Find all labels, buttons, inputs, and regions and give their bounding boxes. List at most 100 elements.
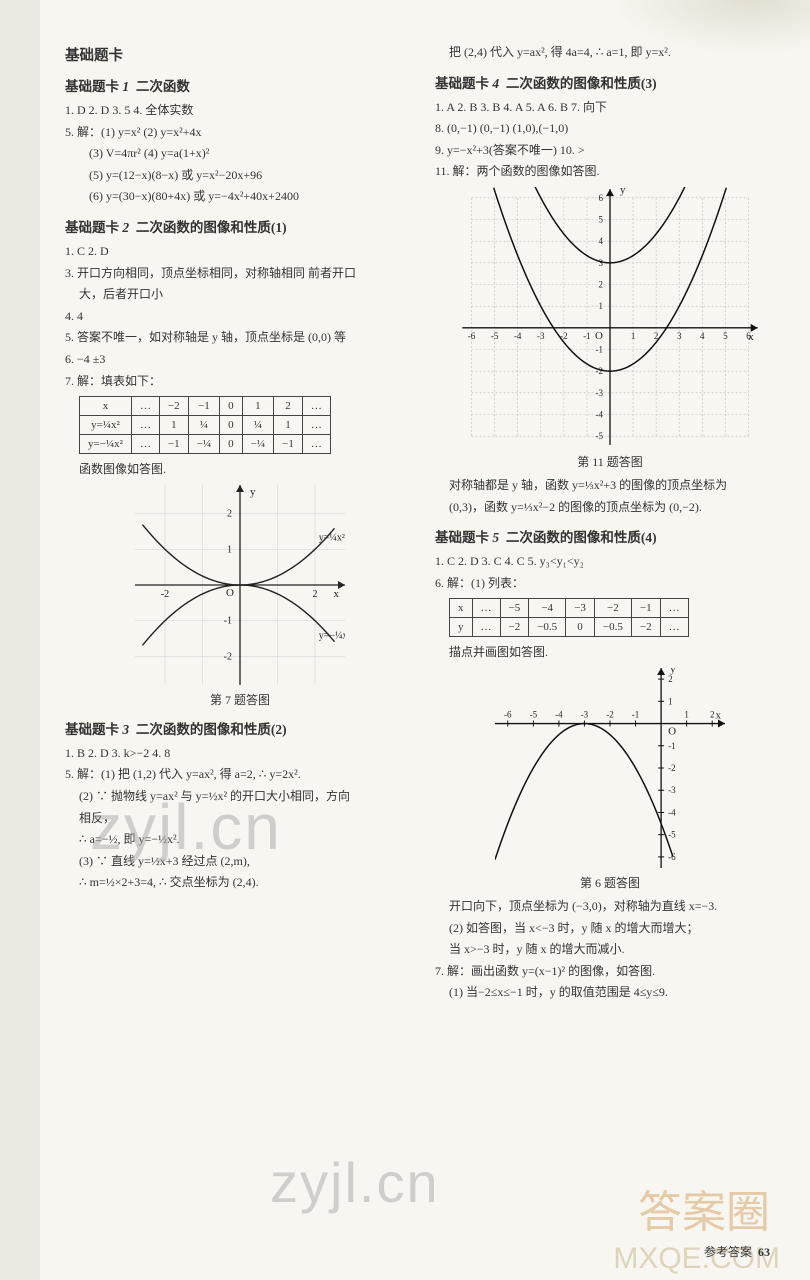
c2-table: x … −2 −1 0 1 2 … y=¼x² … 1 ¼ 0 ¼ 1 … y=…: [79, 396, 331, 454]
td: 0: [220, 435, 243, 454]
section-heading: 基础题卡: [65, 44, 415, 65]
c5-after: 描点并画图如答图.: [435, 643, 785, 662]
c3-num: 3: [122, 722, 129, 737]
chart6: xyO-6-5-4-3-2-112-6-5-4-3-2-112: [495, 668, 725, 868]
c2-l3a: 3. 开口方向相同，顶点坐标相同，对称轴相同 前者开口: [65, 264, 415, 283]
td: −5: [500, 599, 529, 618]
svg-text:-2: -2: [668, 763, 676, 773]
svg-text:-4: -4: [668, 807, 676, 817]
svg-text:-2: -2: [161, 589, 169, 600]
stamp: 答案圈: [638, 1176, 770, 1240]
svg-text:-2: -2: [224, 651, 232, 662]
svg-text:y=¼x²: y=¼x²: [319, 532, 345, 543]
c3-name: 二次函数的图像和性质(2): [136, 722, 287, 737]
svg-text:-6: -6: [468, 331, 476, 341]
svg-text:y: y: [250, 486, 256, 498]
svg-text:O: O: [668, 725, 676, 737]
td: …: [472, 618, 500, 637]
svg-text:-5: -5: [491, 331, 499, 341]
td: 2: [274, 397, 303, 416]
c1-5d: (6) y=(30−x)(80+4x) 或 y=−4x²+40x+2400: [65, 187, 415, 206]
right-column: 把 (2,4) 代入 y=ax², 得 4a=4, ∴ a=1, 即 y=x².…: [435, 40, 785, 1005]
card4-title: 基础题卡 4 二次函数的图像和性质(3): [435, 72, 785, 92]
td: …: [302, 435, 330, 454]
left-column: 基础题卡 基础题卡 1 二次函数 1. D 2. D 3. 5 4. 全体实数 …: [65, 40, 415, 1005]
td: 1: [242, 397, 273, 416]
c5-num: 5: [492, 530, 499, 545]
td: −1: [631, 599, 660, 618]
c2-l7: 7. 解：填表如下：: [65, 372, 415, 391]
c5-tb: (2) 如答图，当 x<−3 时，y 随 x 的增大而增大；: [435, 919, 785, 938]
svg-text:-4: -4: [596, 409, 604, 419]
svg-text:O: O: [595, 330, 603, 342]
table-row: x … −5 −4 −3 −2 −1 …: [450, 599, 689, 618]
c3-l5d: (3) ∵ 直线 y=½x+3 经过点 (2,m),: [65, 852, 415, 871]
svg-text:O: O: [226, 587, 234, 599]
svg-text:2: 2: [313, 589, 318, 600]
watermark: zyjl.cn: [270, 1150, 440, 1215]
chart11: xyO-6-5-4-3-2-1123456-5-4-3-2-1123456: [460, 187, 760, 447]
svg-text:2: 2: [227, 508, 232, 519]
svg-text:4: 4: [599, 236, 604, 246]
svg-text:2: 2: [668, 674, 673, 684]
footer: 参考答案 63: [704, 1243, 770, 1260]
td: −1: [274, 435, 303, 454]
td: −2: [594, 599, 631, 618]
svg-text:-1: -1: [224, 615, 232, 626]
footer-label: 参考答案: [704, 1245, 752, 1259]
td: −4: [529, 599, 566, 618]
c5-name: 二次函数的图像和性质(4): [506, 530, 657, 545]
svg-text:-5: -5: [668, 830, 676, 840]
svg-text:2: 2: [599, 279, 604, 289]
c5-l7b: (1) 当−2≤x≤−1 时，y 的取值范围是 4≤y≤9.: [435, 983, 785, 1002]
svg-text:6: 6: [599, 193, 604, 203]
c2-name: 二次函数的图像和性质(1): [136, 220, 287, 235]
td: 1: [274, 416, 303, 435]
thumb-blur: [610, 0, 810, 55]
c3-l5c: ∴ a=−½, 即 y=−½x².: [65, 830, 415, 849]
svg-text:1: 1: [227, 544, 232, 555]
td: 1: [159, 416, 188, 435]
svg-text:3: 3: [677, 331, 682, 341]
td: y=−¼x²: [80, 435, 132, 454]
td: …: [302, 397, 330, 416]
svg-text:-3: -3: [581, 709, 589, 719]
c2-num: 2: [122, 220, 129, 235]
svg-text:-3: -3: [596, 388, 604, 398]
svg-text:x: x: [334, 588, 340, 600]
td: …: [660, 618, 688, 637]
td: −¼: [188, 435, 219, 454]
table-row: y=¼x² … 1 ¼ 0 ¼ 1 …: [80, 416, 331, 435]
c2-l5: 5. 答案不唯一，如对称轴是 y 轴，顶点坐标是 (0,0) 等: [65, 328, 415, 347]
svg-text:6: 6: [746, 331, 751, 341]
th: x: [80, 397, 132, 416]
c2-l1: 1. C 2. D: [65, 242, 415, 261]
c4-l3: 9. y=−x²+3(答案不唯一) 10. >: [435, 141, 785, 160]
td: −2: [631, 618, 660, 637]
td: −1: [159, 435, 188, 454]
td: y=¼x²: [80, 416, 132, 435]
svg-text:-1: -1: [668, 741, 676, 751]
svg-text:-6: -6: [504, 709, 512, 719]
svg-text:4: 4: [700, 331, 705, 341]
svg-text:y: y: [620, 187, 626, 196]
page-content: 基础题卡 基础题卡 1 二次函数 1. D 2. D 3. 5 4. 全体实数 …: [0, 0, 810, 1025]
td: …: [302, 416, 330, 435]
c2-l4: 4. 4: [65, 307, 415, 326]
card5-title: 基础题卡 5 二次函数的图像和性质(4): [435, 526, 785, 546]
td: −3: [566, 599, 595, 618]
c5-ta: 开口向下，顶点坐标为 (−3,0)，对称轴为直线 x=−3.: [435, 897, 785, 916]
td: −2: [159, 397, 188, 416]
svg-text:-3: -3: [668, 785, 676, 795]
td: −0.5: [529, 618, 566, 637]
svg-text:-5: -5: [530, 709, 538, 719]
c1-5a: 5. 解：(1) y=x² (2) y=x²+4x: [65, 123, 415, 142]
c3-l5a: 5. 解：(1) 把 (1,2) 代入 y=ax², 得 a=2, ∴ y=2x…: [65, 765, 415, 784]
td: −0.5: [594, 618, 631, 637]
svg-text:-4: -4: [514, 331, 522, 341]
td: ¼: [188, 416, 219, 435]
td: x: [450, 599, 473, 618]
td: …: [660, 599, 688, 618]
c1-5b: (3) V=4πr² (4) y=a(1+x)²: [65, 144, 415, 163]
c4-name: 二次函数的图像和性质(3): [506, 76, 657, 91]
